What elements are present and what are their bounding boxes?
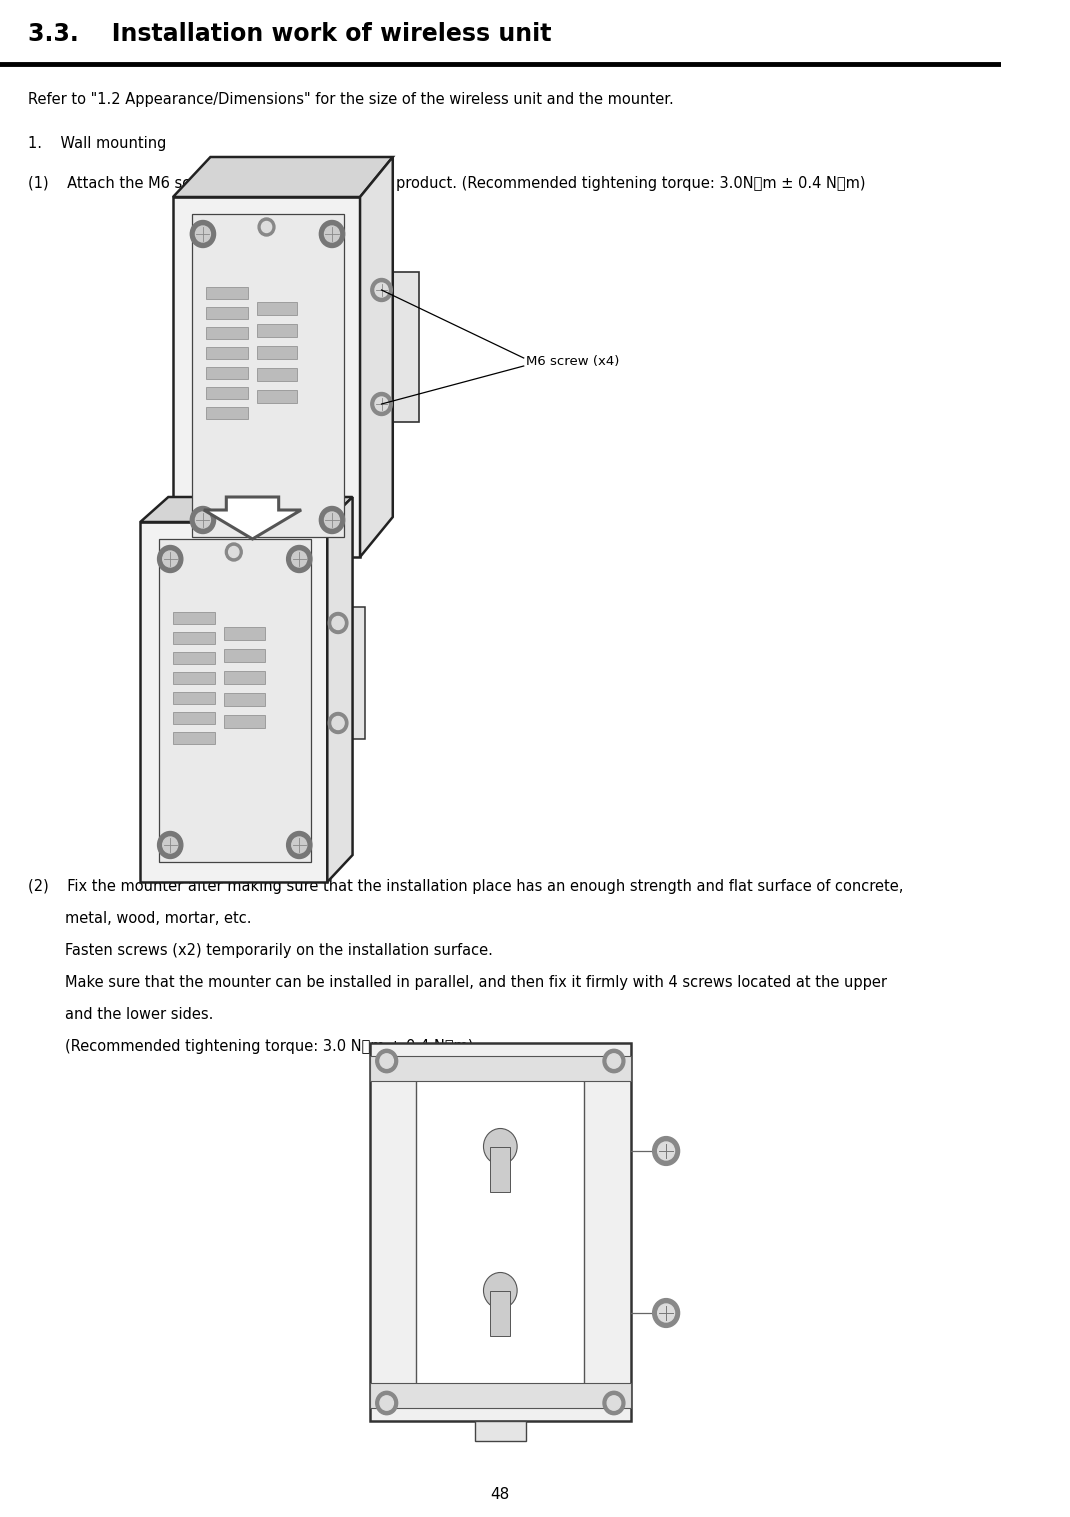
Circle shape <box>332 616 345 630</box>
Polygon shape <box>311 607 365 739</box>
Text: 3.3.    Installation work of wireless unit: 3.3. Installation work of wireless unit <box>28 23 551 46</box>
Polygon shape <box>173 611 215 623</box>
Circle shape <box>261 221 272 232</box>
Polygon shape <box>204 498 301 539</box>
Polygon shape <box>225 693 264 705</box>
Circle shape <box>292 837 307 853</box>
Polygon shape <box>257 346 297 360</box>
Circle shape <box>196 226 211 243</box>
Polygon shape <box>257 369 297 381</box>
Circle shape <box>332 716 345 730</box>
Polygon shape <box>173 711 215 724</box>
Polygon shape <box>490 1147 510 1191</box>
Polygon shape <box>225 671 264 684</box>
Circle shape <box>324 226 339 243</box>
Circle shape <box>319 220 345 247</box>
Text: and the lower sides.: and the lower sides. <box>28 1007 213 1022</box>
Text: (2)    Fix the mounter after making sure that the installation place has an enou: (2) Fix the mounter after making sure th… <box>28 878 903 894</box>
Text: metal, wood, mortar, etc.: metal, wood, mortar, etc. <box>28 912 251 925</box>
Circle shape <box>226 543 242 561</box>
Text: M6 screw (x4): M6 screw (x4) <box>526 355 620 369</box>
Polygon shape <box>140 498 352 522</box>
Text: (1)    Attach the M6 screws (x4) to the rear of this product. (Recommended tight: (1) Attach the M6 screws (x4) to the rea… <box>28 176 866 191</box>
Circle shape <box>163 551 178 567</box>
Circle shape <box>484 1129 517 1165</box>
Polygon shape <box>416 1065 584 1399</box>
Circle shape <box>328 613 348 634</box>
Circle shape <box>190 507 215 534</box>
Polygon shape <box>205 387 248 399</box>
Polygon shape <box>370 1044 631 1421</box>
Polygon shape <box>173 672 215 684</box>
Circle shape <box>371 279 393 302</box>
Circle shape <box>324 513 339 528</box>
Polygon shape <box>257 325 297 337</box>
Circle shape <box>229 546 239 558</box>
Circle shape <box>376 1050 398 1073</box>
Polygon shape <box>205 287 248 299</box>
Text: Refer to "1.2 Appearance/Dimensions" for the size of the wireless unit and the m: Refer to "1.2 Appearance/Dimensions" for… <box>28 93 674 108</box>
Polygon shape <box>192 214 345 537</box>
Circle shape <box>658 1305 674 1321</box>
Polygon shape <box>370 1384 631 1408</box>
Polygon shape <box>475 1421 525 1441</box>
Circle shape <box>196 513 211 528</box>
Circle shape <box>157 546 183 572</box>
Polygon shape <box>327 498 352 881</box>
Circle shape <box>380 1396 394 1411</box>
Circle shape <box>287 831 311 859</box>
Polygon shape <box>205 407 248 419</box>
Circle shape <box>484 1273 517 1309</box>
Polygon shape <box>173 156 393 197</box>
Polygon shape <box>257 302 297 316</box>
Polygon shape <box>173 652 215 664</box>
Circle shape <box>380 1054 394 1068</box>
Polygon shape <box>159 539 311 862</box>
Circle shape <box>157 831 183 859</box>
Polygon shape <box>490 1291 510 1335</box>
Circle shape <box>653 1299 679 1327</box>
Polygon shape <box>257 390 297 404</box>
Circle shape <box>319 507 345 534</box>
Polygon shape <box>225 627 264 640</box>
Circle shape <box>653 1136 679 1165</box>
Circle shape <box>376 1391 398 1415</box>
Circle shape <box>374 397 388 411</box>
Circle shape <box>328 713 348 734</box>
Circle shape <box>287 546 311 572</box>
Text: 48: 48 <box>491 1487 510 1502</box>
Text: (Recommended tightening torque: 3.0 N・m ± 0.4 N・m): (Recommended tightening torque: 3.0 N・m … <box>28 1039 474 1054</box>
Circle shape <box>603 1050 625 1073</box>
Polygon shape <box>360 156 393 557</box>
Circle shape <box>258 218 275 237</box>
Polygon shape <box>225 715 264 728</box>
Circle shape <box>190 220 215 247</box>
Text: Fasten screws (x2) temporarily on the installation surface.: Fasten screws (x2) temporarily on the in… <box>28 944 493 959</box>
Polygon shape <box>205 367 248 379</box>
Polygon shape <box>173 197 360 557</box>
Polygon shape <box>370 1056 631 1080</box>
Circle shape <box>371 393 393 416</box>
Polygon shape <box>205 347 248 360</box>
Circle shape <box>607 1396 621 1411</box>
Text: 1.    Wall mounting: 1. Wall mounting <box>28 137 167 152</box>
Polygon shape <box>173 733 215 743</box>
Polygon shape <box>205 306 248 319</box>
Polygon shape <box>225 649 264 661</box>
Circle shape <box>603 1391 625 1415</box>
Polygon shape <box>173 692 215 704</box>
Circle shape <box>607 1054 621 1068</box>
Polygon shape <box>345 272 419 422</box>
Text: Make sure that the mounter can be installed in parallel, and then fix it firmly : Make sure that the mounter can be instal… <box>28 975 887 991</box>
Circle shape <box>163 837 178 853</box>
Circle shape <box>658 1142 674 1161</box>
Circle shape <box>374 284 388 297</box>
Polygon shape <box>140 522 327 881</box>
Polygon shape <box>173 633 215 645</box>
Circle shape <box>292 551 307 567</box>
Polygon shape <box>205 328 248 338</box>
